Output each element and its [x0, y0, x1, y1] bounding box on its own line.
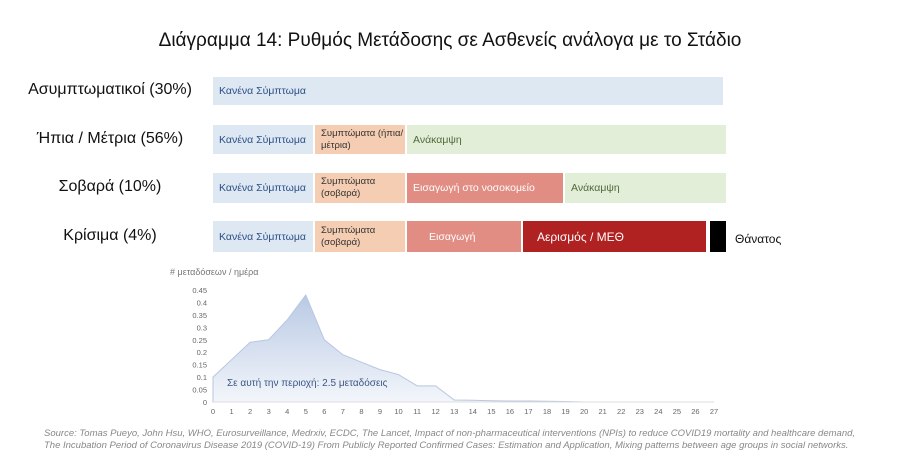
segment-recovery: Ανάκαμψη	[407, 125, 726, 154]
y-tick-label: 0.2	[197, 348, 207, 357]
segment-hospital: Εισαγωγή στο νοσοκομείο	[407, 173, 563, 203]
y-tick-label: 0.05	[192, 386, 207, 395]
x-tick-label: 14	[469, 407, 477, 416]
segment-symptoms: Συμπτώματα (ήπια/μέτρια)	[315, 125, 405, 154]
row-label-critical: Κρίσιμα (4%)	[63, 227, 157, 244]
x-tick-label: 0	[211, 407, 215, 416]
x-tick-label: 22	[617, 407, 625, 416]
x-tick-label: 9	[378, 407, 382, 416]
y-tick-label: 0.4	[197, 298, 207, 307]
x-tick-label: 1	[229, 407, 233, 416]
x-tick-label: 17	[524, 407, 532, 416]
x-tick-label: 21	[598, 407, 606, 416]
x-tick-label: 8	[359, 407, 363, 416]
x-tick-label: 11	[413, 407, 421, 416]
area-annotation: Σε αυτή την περιοχή: 2.5 μεταδόσεις	[227, 377, 388, 389]
y-tick-label: 0.15	[192, 361, 207, 370]
x-tick-label: 24	[654, 407, 662, 416]
death-label: Θάνατος	[735, 232, 782, 246]
segment-death	[710, 221, 726, 252]
x-tick-label: 25	[673, 407, 681, 416]
x-tick-label: 27	[710, 407, 718, 416]
x-tick-label: 23	[636, 407, 644, 416]
segment-icu: Αερισμός / ΜΕΘ	[523, 221, 706, 252]
x-tick-label: 6	[322, 407, 326, 416]
chart-title: Διάγραμμα 14: Ρυθμός Μετάδοσης σε Ασθενε…	[158, 30, 742, 51]
y-tick-label: 0.35	[192, 311, 207, 320]
segment-no-symptoms: Κανένα Σύμπτωμα	[213, 77, 723, 105]
x-tick-label: 10	[394, 407, 402, 416]
segment-no-symptoms: Κανένα Σύμπτωμα	[213, 173, 313, 203]
x-tick-label: 26	[691, 407, 699, 416]
transmission-area-chart: # μεταδόσεων / ημέρα 0 0.05 0.1 0.15 0.2 0.25…	[170, 267, 718, 416]
x-tick-label: 15	[487, 407, 495, 416]
segment-recovery: Ανάκαμψη	[565, 173, 726, 203]
y-tick-label: 0.45	[192, 286, 207, 295]
row-label-mild: Ήπια / Μέτρια (56%)	[36, 130, 184, 147]
x-tick-label: 2	[248, 407, 252, 416]
x-tick-label: 18	[543, 407, 551, 416]
x-tick-label: 16	[506, 407, 514, 416]
segment-no-symptoms: Κανένα Σύμπτωμα	[213, 221, 313, 252]
row-label-severe: Σοβαρά (10%)	[58, 178, 162, 195]
row-label-asymptomatic: Ασυμπτωματικοί (30%)	[28, 81, 192, 98]
x-tick-label: 5	[304, 407, 308, 416]
source-note: Source: Tomas Pueyo, John Hsu, WHO, Euro…	[44, 428, 856, 451]
x-tick-label: 19	[561, 407, 569, 416]
x-tick-label: 20	[580, 407, 588, 416]
y-tick-label: 0.25	[192, 336, 207, 345]
x-tick-label: 3	[267, 407, 271, 416]
y-axis-label: # μεταδόσεων / ημέρα	[170, 267, 258, 277]
y-tick-label: 0	[203, 398, 207, 407]
x-tick-label: 12	[431, 407, 439, 416]
segment-no-symptoms: Κανένα Σύμπτωμα	[213, 125, 313, 154]
segment-symptoms: Συμπτώματα (σοβαρά)	[315, 173, 405, 203]
x-tick-label: 13	[450, 407, 458, 416]
segment-hospital: Εισαγωγή	[407, 221, 521, 252]
y-tick-label: 0.1	[197, 373, 207, 382]
segment-symptoms: Συμπτώματα (σοβαρά)	[315, 221, 405, 252]
y-tick-label: 0.3	[197, 323, 207, 332]
x-tick-label: 7	[341, 407, 345, 416]
x-tick-label: 4	[285, 407, 289, 416]
